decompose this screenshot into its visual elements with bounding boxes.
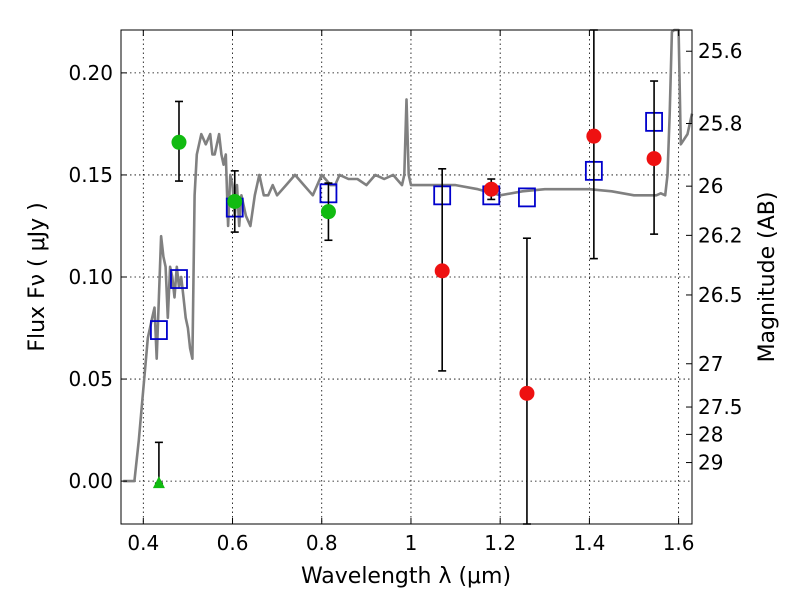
photometry-point bbox=[320, 204, 336, 220]
x-axis-label: Wavelength λ (μm) bbox=[301, 564, 511, 589]
mag-tick-label: 27.5 bbox=[698, 395, 743, 419]
x-tick-label: 1.2 bbox=[484, 531, 516, 555]
ticks: 0.4 0.6 0.8 1 1.2 1.4 1.6 0.00 0.05 0.10 0.15 0.20 2… bbox=[68, 30, 743, 555]
y-tick-label: 0.05 bbox=[68, 367, 113, 391]
x-tick-label: 1 bbox=[405, 531, 418, 555]
grid bbox=[121, 30, 692, 524]
y2-axis-label: Magnitude (AB) bbox=[755, 192, 780, 363]
mag-tick-label: 28 bbox=[698, 422, 723, 446]
plot-area bbox=[123, 28, 694, 525]
y-tick-label: 0.15 bbox=[68, 163, 113, 187]
mag-tick-label: 27 bbox=[698, 352, 723, 376]
model-band-marker bbox=[170, 269, 188, 289]
model-band-marker bbox=[518, 187, 536, 208]
photometry-point bbox=[586, 128, 602, 144]
y-tick-label: 0.10 bbox=[68, 265, 113, 289]
mag-tick-label: 26.5 bbox=[698, 283, 743, 307]
mag-tick-label: 26.2 bbox=[698, 223, 743, 247]
y-tick-label: 0.00 bbox=[68, 469, 113, 493]
photometry-point bbox=[227, 193, 243, 209]
model-band-marker bbox=[150, 320, 168, 340]
x-tick-label: 1.4 bbox=[573, 531, 605, 555]
photometry-point bbox=[646, 151, 662, 167]
x-tick-label: 0.6 bbox=[217, 531, 249, 555]
y-tick-label: 0.20 bbox=[68, 61, 113, 85]
photometry-point bbox=[483, 181, 499, 197]
mag-tick-label: 25.8 bbox=[698, 111, 743, 135]
upper-limit-marker bbox=[152, 476, 165, 489]
x-tick-label: 1.6 bbox=[663, 531, 695, 555]
photometry-point bbox=[171, 134, 187, 150]
photometry-point bbox=[519, 385, 535, 401]
mag-tick-label: 29 bbox=[698, 451, 723, 475]
y-axis-label: Flux Fν ( μJy ) bbox=[25, 202, 50, 351]
photometry-point bbox=[434, 263, 450, 279]
x-tick-label: 0.8 bbox=[306, 531, 338, 555]
x-tick-label: 0.4 bbox=[127, 531, 159, 555]
mag-tick-label: 25.6 bbox=[698, 39, 743, 63]
mag-tick-label: 26 bbox=[698, 174, 723, 198]
